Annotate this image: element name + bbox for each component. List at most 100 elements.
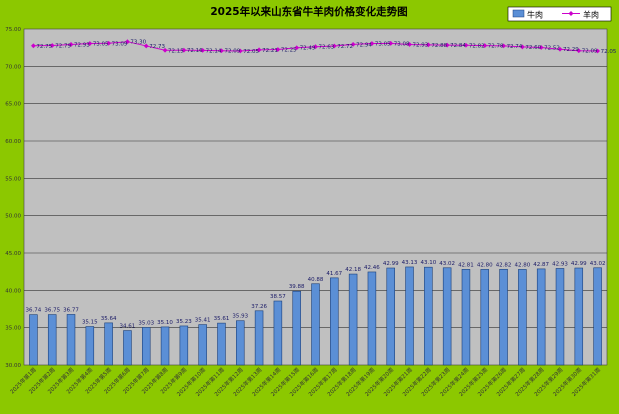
beef-bar	[480, 269, 490, 366]
mutton-point-label: 72.16	[187, 48, 203, 54]
beef-bar-label: 42.93	[552, 261, 568, 267]
mutton-point	[519, 44, 525, 50]
mutton-point-label: 73.05	[375, 42, 391, 48]
mutton-point-label: 72.09	[224, 49, 240, 55]
y-tick-label: 50.00	[5, 214, 21, 220]
beef-bar	[593, 267, 602, 366]
beef-bar	[518, 269, 527, 366]
mutton-point	[49, 43, 55, 48]
beef-bar-label: 35.93	[232, 314, 248, 320]
beef-bar	[104, 322, 113, 366]
beef-bar	[348, 273, 358, 366]
mutton-point-label: 72.72	[337, 44, 353, 50]
beef-bar	[292, 290, 301, 366]
beef-bar	[386, 267, 395, 366]
beef-bar	[536, 268, 546, 366]
y-tick-label: 60.00	[5, 139, 21, 145]
mutton-point	[482, 43, 488, 48]
beef-bar-label: 42.81	[458, 262, 474, 268]
mutton-point-label: 72.49	[300, 46, 316, 52]
mutton-point	[200, 47, 206, 53]
beef-bar-label: 43.10	[420, 260, 436, 266]
mutton-point-label: 72.84	[450, 43, 466, 49]
beef-bar-label: 35.64	[101, 316, 117, 322]
mutton-point	[87, 41, 93, 46]
beef-bar	[273, 300, 283, 366]
beef-bar	[367, 271, 377, 366]
mutton-point	[595, 48, 600, 54]
chart-legend: 牛肉 羊肉	[507, 6, 612, 22]
mutton-point	[388, 40, 394, 46]
mutton-point-label: 73.05	[93, 42, 109, 48]
mutton-point-label: 72.09	[582, 49, 598, 55]
mutton-point	[294, 45, 300, 51]
mutton-point-labels: 72.75 72.79 72.93 73.05 73.09 73.3072.7372.15…	[36, 40, 616, 55]
beef-bar-label: 35.41	[195, 318, 211, 324]
grid-lines	[24, 66, 607, 328]
beef-bar-label: 42.46	[364, 265, 380, 271]
mutton-point	[425, 42, 431, 48]
mutton-point-label: 73.30	[130, 40, 146, 46]
beef-bars	[29, 266, 602, 366]
legend-box	[507, 6, 612, 22]
mutton-point	[576, 48, 582, 54]
mutton-point	[275, 47, 281, 52]
mutton-point-label: 72.73	[149, 44, 165, 50]
beef-bar-label: 36.74	[26, 308, 42, 314]
y-tick-label: 75.00	[5, 27, 21, 33]
beef-bar	[555, 268, 565, 366]
y-axis-ticks: 30.00 35.00 40.00 45.00 50.00 55.00 60.00 65.00…	[5, 27, 21, 369]
mutton-point	[219, 48, 224, 54]
mutton-point-label: 72.79	[55, 44, 71, 50]
beef-bar-label: 36.77	[63, 307, 79, 313]
y-tick-label: 70.00	[5, 64, 21, 70]
mutton-point	[444, 42, 450, 48]
beef-bar	[311, 283, 320, 366]
y-tick-label: 45.00	[5, 251, 21, 257]
mutton-point-label: 72.05	[243, 49, 259, 55]
beef-bar-label: 35.23	[176, 319, 192, 325]
y-tick-label: 30.00	[5, 363, 21, 369]
mutton-point-label: 72.82	[469, 43, 485, 49]
mutton-point	[350, 41, 356, 47]
beef-bar-label: 36.75	[44, 308, 60, 314]
mutton-point-label: 72.93	[413, 42, 429, 48]
mutton-point-label: 72.88	[431, 43, 447, 49]
beef-bar	[198, 324, 207, 366]
mutton-point	[143, 43, 149, 49]
beef-bar-label: 35.03	[138, 320, 154, 326]
mutton-point-label: 73.09	[112, 41, 128, 47]
mutton-point-label: 72.52	[544, 46, 560, 52]
beef-bar	[160, 326, 170, 366]
mutton-point-label: 72.75	[36, 44, 52, 50]
beef-bar-label: 43.02	[590, 261, 606, 267]
beef-bar	[141, 327, 151, 366]
legend-beef-swatch	[512, 9, 525, 18]
mutton-point-label: 72.14	[206, 48, 222, 54]
mutton-point	[162, 47, 168, 53]
legend-beef-label: 牛肉	[527, 10, 543, 20]
mutton-point	[369, 41, 375, 46]
beef-bar-label: 38.57	[270, 294, 286, 300]
beef-bar	[442, 267, 452, 366]
mutton-point	[256, 47, 262, 53]
legend-mutton-marker	[568, 11, 574, 16]
mutton-point	[501, 43, 506, 49]
beef-bar	[179, 325, 189, 366]
beef-bar	[123, 330, 132, 366]
mutton-point	[181, 47, 187, 53]
beef-bar	[254, 310, 264, 366]
beef-bar	[424, 266, 433, 366]
x-axis-ticks: 2025年第1周2025年第2周2025年第3周2025年第4周2025年第5周…	[8, 366, 602, 398]
beef-bar-label: 35.15	[82, 320, 98, 326]
mutton-point-label: 72.78	[488, 44, 504, 50]
mutton-point	[538, 45, 544, 50]
mutton-line-series	[31, 39, 600, 54]
chart-title: 2025年以来山东省牛羊肉价格变化走势图	[210, 5, 407, 18]
mutton-point-label: 72.29	[563, 47, 579, 53]
mutton-point	[557, 46, 563, 52]
mutton-point	[125, 39, 130, 45]
beef-bar	[47, 314, 57, 366]
